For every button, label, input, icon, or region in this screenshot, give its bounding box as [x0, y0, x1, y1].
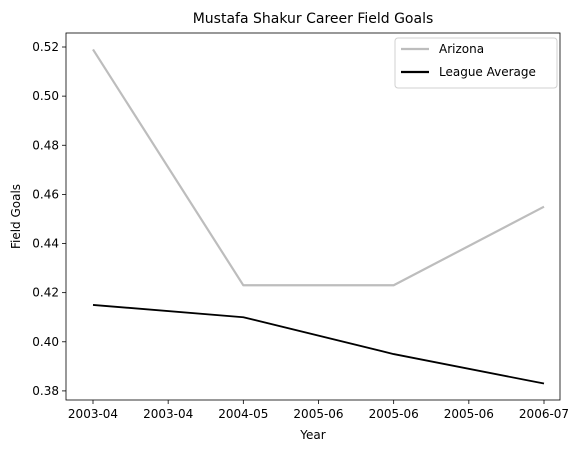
axes-frame: [65, 32, 561, 401]
x-tick-label: 2003-04: [68, 407, 118, 421]
x-axis: 2003-04 2003-04 2004-05 2005-06 2005-06 2005-…: [68, 400, 569, 421]
y-tick-label: 0.48: [32, 138, 59, 152]
y-tick-label: 0.42: [32, 286, 59, 300]
plot-area: [92, 48, 545, 385]
legend: Arizona League Average: [394, 37, 558, 89]
y-tick-label: 0.44: [32, 237, 59, 251]
series-line-league-average: [92, 304, 545, 385]
y-tick-label: 0.40: [32, 335, 59, 349]
legend-label: Arizona: [439, 42, 484, 56]
x-tick-label: 2005-06: [369, 407, 419, 421]
y-tick-label: 0.52: [32, 40, 59, 54]
y-tick-label: 0.50: [32, 89, 59, 103]
x-tick-label: 2005-06: [293, 407, 343, 421]
legend-label: League Average: [439, 65, 536, 79]
y-tick-label: 0.46: [32, 187, 59, 201]
chart-title: Mustafa Shakur Career Field Goals: [193, 11, 434, 27]
x-tick-label: 2005-06: [444, 407, 494, 421]
legend-box: [394, 37, 558, 89]
x-tick-label: 2003-04: [143, 407, 193, 421]
x-tick-label: 2006-07: [519, 407, 569, 421]
x-tick-label: 2004-05: [218, 407, 268, 421]
series-line-arizona: [92, 48, 545, 287]
y-axis: 0.38 0.40 0.42 0.44 0.46 0.48 0.50 0.52: [32, 40, 66, 398]
x-axis-label: Year: [299, 428, 325, 442]
y-axis-label: Field Goals: [9, 184, 23, 249]
y-tick-label: 0.38: [32, 384, 59, 398]
